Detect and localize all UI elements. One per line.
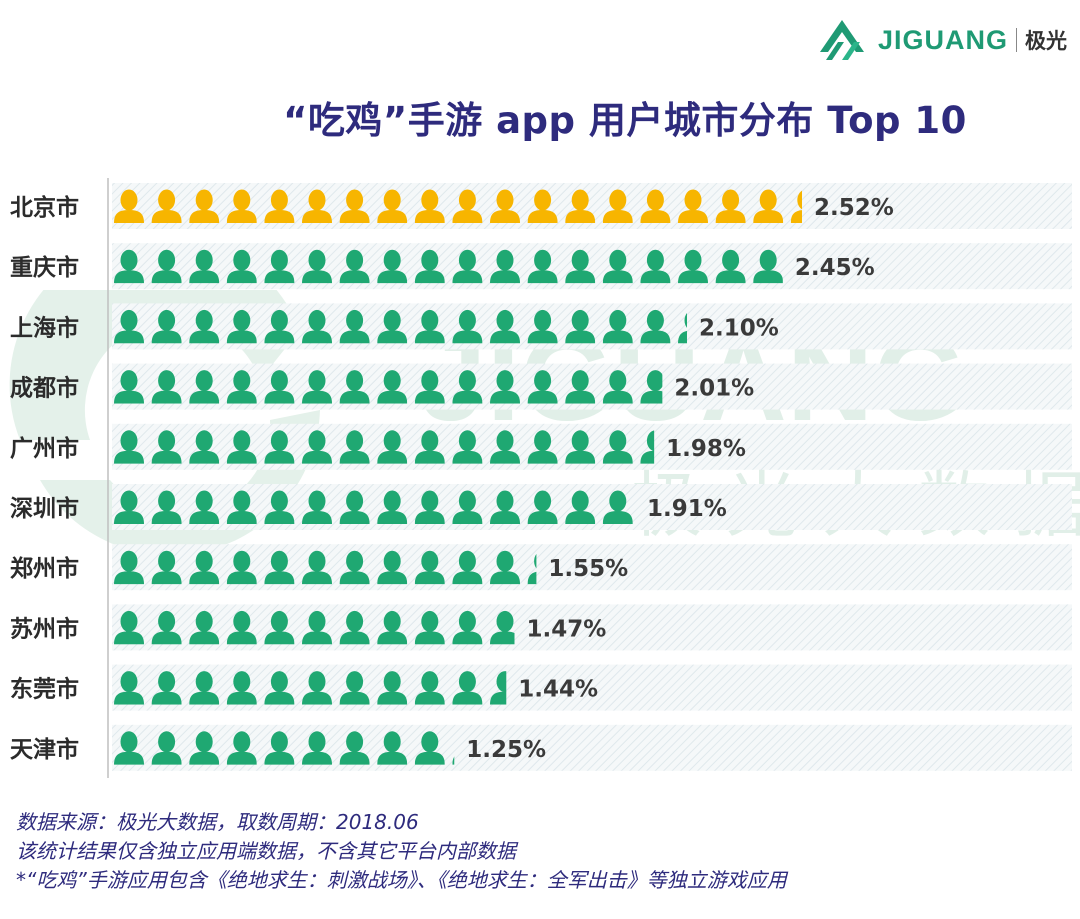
chart-row: 天津市 1.25%	[10, 724, 1072, 771]
value-label: 1.55%	[548, 556, 628, 582]
bar-chart: 北京市 2.52% 重庆市 2.45% 上海市 2.10% 成都市 2.01% 广州市 1.98%…	[10, 178, 1072, 778]
brand-logo: JIGUANG 极光	[812, 12, 1067, 68]
value-label: 1.44%	[518, 677, 598, 703]
jiguang-logo-icon	[820, 20, 864, 60]
footnotes: 数据来源：极光大数据，取数周期：2018.06 该统计结果仅含独立应用端数据，不…	[16, 808, 787, 895]
value-label: 2.01%	[674, 376, 754, 402]
chart-row: 郑州市 1.55%	[10, 544, 1072, 591]
value-label: 1.91%	[647, 496, 727, 522]
note-scope: 该统计结果仅含独立应用端数据，不含其它平台内部数据	[16, 839, 516, 863]
value-label: 1.47%	[527, 616, 607, 642]
category-label: 天津市	[10, 736, 79, 763]
note-source: 数据来源：极光大数据，取数周期：2018.06	[16, 810, 419, 834]
chart-row: 深圳市 1.91%	[10, 484, 1072, 530]
chart-row: 上海市 2.10%	[10, 303, 1072, 350]
chart-title: “吃鸡”手游 app 用户城市分布 Top 10	[283, 99, 967, 142]
note-apps: *“吃鸡”手游应用包含《绝地求生：刺激战场》、《绝地求生：全军出击》等独立游戏应…	[16, 868, 787, 892]
category-label: 重庆市	[10, 254, 79, 281]
value-label: 2.10%	[699, 315, 779, 341]
value-label: 1.98%	[666, 436, 746, 462]
category-label: 广州市	[10, 435, 79, 462]
chart-row: 成都市 2.01%	[10, 363, 1072, 410]
chart-row: 北京市 2.52%	[10, 183, 1072, 229]
category-label: 郑州市	[10, 555, 79, 582]
value-label: 2.52%	[814, 195, 894, 221]
category-label: 深圳市	[10, 495, 79, 522]
chart-row: 东莞市 1.44%	[10, 664, 1072, 711]
chart-row: 重庆市 2.45%	[10, 243, 1072, 290]
value-label: 1.25%	[466, 737, 546, 763]
value-bar	[114, 370, 663, 404]
category-label: 上海市	[10, 314, 79, 341]
brand-name: JIGUANG	[878, 24, 1009, 55]
value-label: 2.45%	[795, 255, 875, 281]
chart-row: 广州市 1.98%	[10, 423, 1072, 470]
brand-divider	[1016, 28, 1018, 52]
chart-row: 苏州市 1.47%	[10, 604, 1072, 651]
category-label: 北京市	[10, 194, 79, 221]
category-label: 成都市	[10, 375, 79, 402]
brand-name-cn: 极光	[1025, 29, 1068, 53]
category-label: 苏州市	[10, 615, 79, 642]
value-bar	[114, 430, 655, 464]
category-label: 东莞市	[10, 676, 79, 703]
